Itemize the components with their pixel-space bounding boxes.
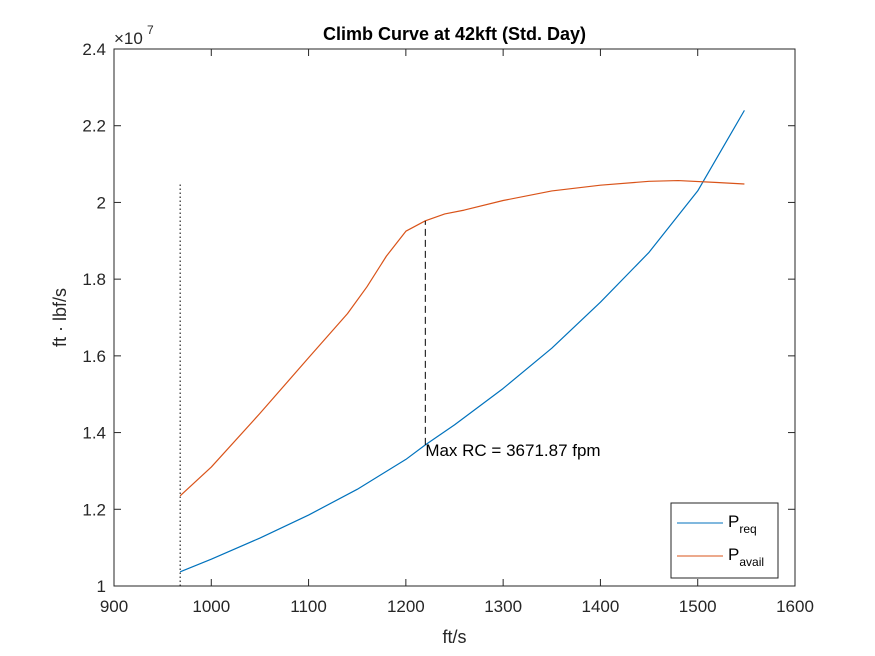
- legend-name-p-req: P: [728, 512, 739, 531]
- legend-subscript-avail: avail: [739, 555, 764, 569]
- x-tick-label: 1500: [679, 597, 717, 616]
- chart-title: Climb Curve at 42kft (Std. Day): [323, 24, 586, 44]
- x-tick-label: 1000: [192, 597, 230, 616]
- x-axis-label: ft/s: [442, 627, 466, 647]
- x-tick-label: 1200: [387, 597, 425, 616]
- legend-box: [670, 502, 779, 579]
- y-axis-label: ft · lbf/s: [50, 288, 70, 347]
- y-tick-label: 1.8: [82, 270, 106, 289]
- axis-ticks: 900 1000 1100 1200 1300 1400 1500 1600 1 1.2 1.4 1.…: [82, 40, 814, 616]
- x-tick-label: 1100: [290, 597, 327, 616]
- x-tick-label: 1600: [776, 597, 814, 616]
- legend-subscript-req: req: [739, 522, 756, 536]
- x-tick-label: 900: [100, 597, 128, 616]
- y-tick-label: 1: [97, 577, 106, 596]
- max-rc-annotation: Max RC = 3671.87 fpm: [425, 441, 600, 460]
- series-line-avail: [179, 179, 745, 497]
- x-tick-label: 1300: [484, 597, 522, 616]
- series-line-req: [179, 110, 745, 573]
- series-layer: [179, 110, 745, 573]
- y-tick-label: 1.6: [82, 347, 106, 366]
- legend-entry-p-req: Preq: [728, 512, 757, 536]
- plot-area: [113, 48, 796, 587]
- y-tick-label: 2: [97, 193, 106, 212]
- y-tick-label: 2.2: [82, 117, 106, 136]
- y-axis-exponent: ×10 7: [114, 23, 154, 48]
- x-tick-label: 1400: [582, 597, 620, 616]
- legend-name-p-avail: P: [728, 545, 739, 564]
- y-tick-label: 2.4: [82, 40, 106, 59]
- legend-entry-p-avail: Pavail: [728, 545, 764, 569]
- y-tick-label: 1.2: [82, 500, 106, 519]
- legend: Preq Pavail: [670, 502, 779, 579]
- y-tick-label: 1.4: [82, 424, 106, 443]
- reference-lines: [179, 183, 426, 586]
- y-exponent-base: ×10: [114, 29, 143, 48]
- y-exponent-power: 7: [147, 23, 154, 37]
